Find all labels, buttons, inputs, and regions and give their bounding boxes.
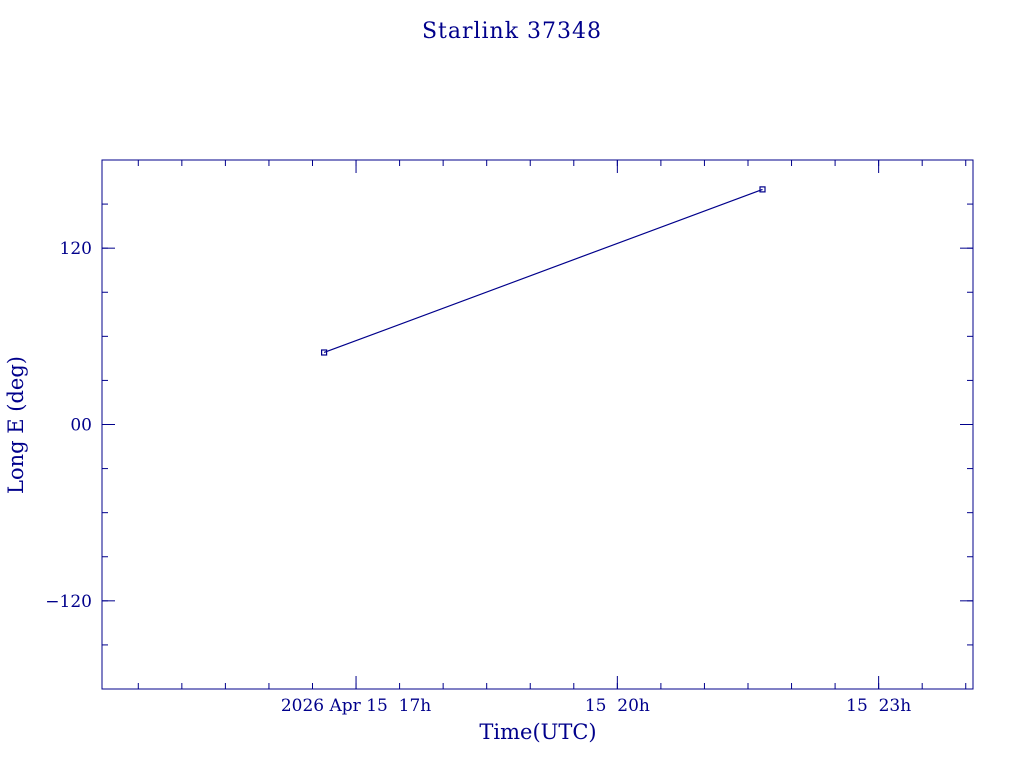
x-tick-label: 15 20h bbox=[585, 696, 650, 716]
series-group bbox=[321, 186, 766, 356]
x-tick-labels: 2026 Apr 15 17h 15 20h 15 23h bbox=[281, 696, 911, 716]
chart-title: Starlink 37348 bbox=[422, 19, 602, 44]
y-tick-label: 00 bbox=[70, 416, 92, 436]
y-axis-label: Long E (deg) bbox=[4, 356, 28, 494]
data-point bbox=[321, 349, 328, 356]
y-tick-label: 120 bbox=[60, 239, 92, 259]
axis-ticks bbox=[102, 159, 973, 690]
x-axis-label: Time(UTC) bbox=[479, 720, 596, 744]
x-tick-label: 2026 Apr 15 17h bbox=[281, 696, 431, 716]
x-tick-label: 15 23h bbox=[846, 696, 911, 716]
y-tick-labels: 120 00 −120 bbox=[45, 239, 92, 612]
y-tick-label: −120 bbox=[45, 592, 92, 612]
plot-frame bbox=[101, 159, 974, 690]
data-point bbox=[759, 186, 766, 193]
series-line bbox=[323, 188, 763, 354]
